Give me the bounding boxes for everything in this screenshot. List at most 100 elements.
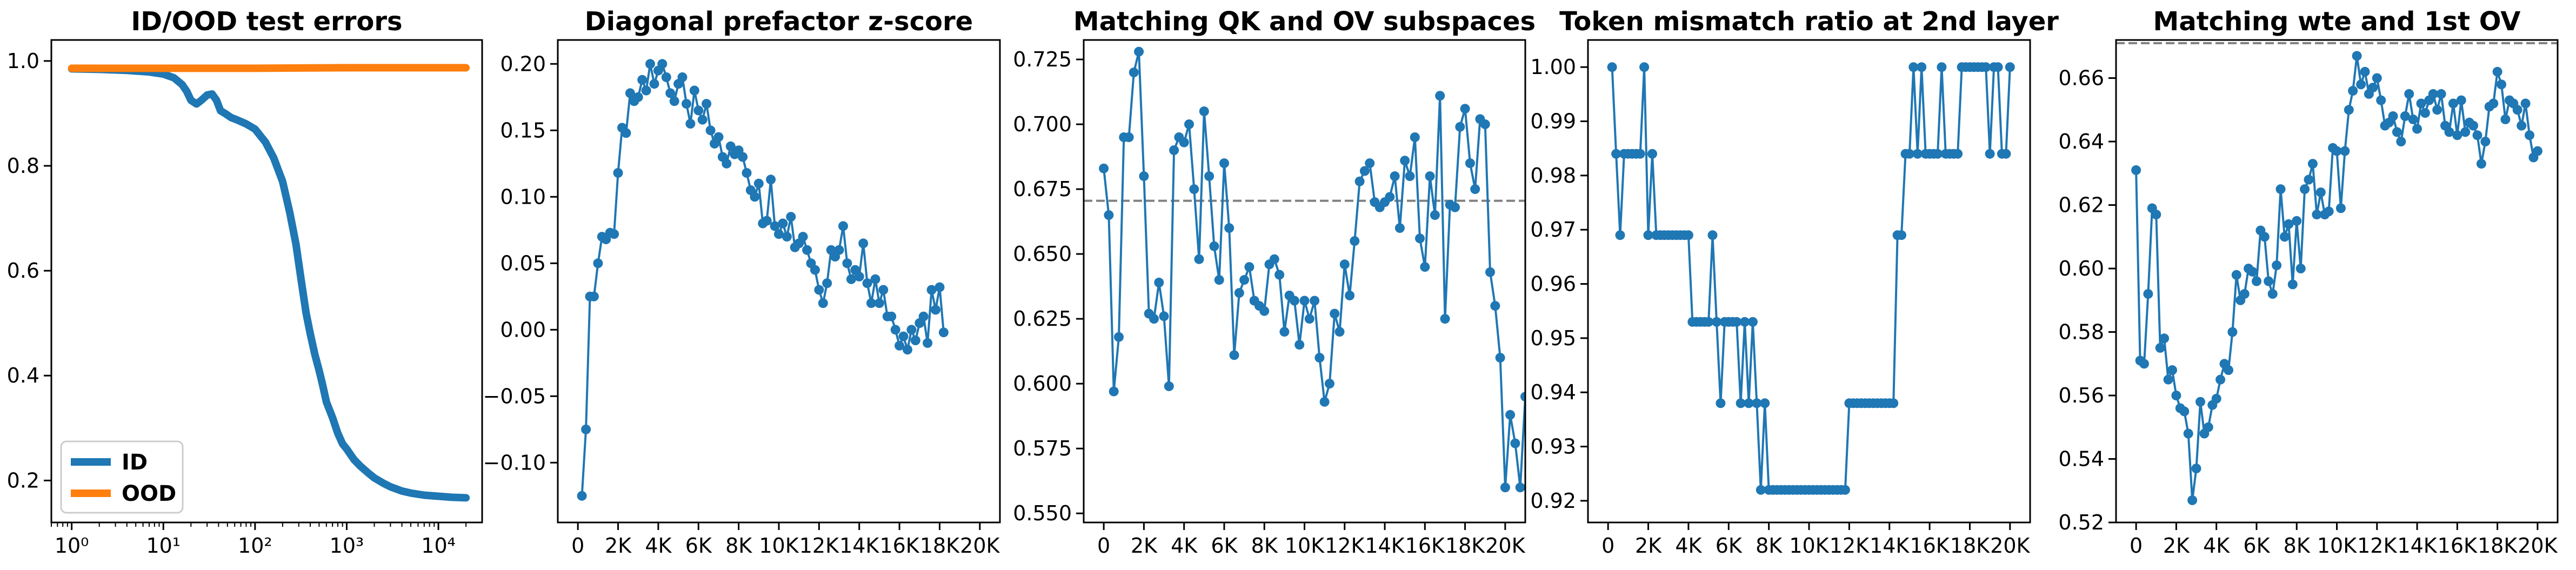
data-point [2480,137,2491,146]
data-point [1330,309,1340,319]
data-point [935,282,945,292]
x-tick-label: 0 [1097,534,1110,558]
data-point [2227,327,2238,337]
x-tick-label: 8K [2284,534,2311,558]
data-point [1495,353,1505,363]
data-point [786,212,796,222]
data-point [2344,105,2354,115]
data-point [818,298,828,309]
y-tick-label: 0.56 [2058,384,2104,407]
data-point [657,59,668,69]
data-point [689,85,699,96]
data-point [1888,398,1899,408]
y-tick-label: 0.550 [1013,501,1072,525]
data-point [1310,296,1320,306]
data-point [1229,350,1239,360]
data-point [1214,275,1224,285]
plot-area [577,59,949,501]
data-point [1908,62,1919,72]
data-point [1460,104,1470,114]
data-point [2307,159,2318,169]
data-point [1607,62,1617,72]
data-point [1239,275,1250,285]
data-point [2239,289,2250,299]
axes-frame [1083,39,1526,524]
data-point [1184,119,1194,129]
series-line-0 [2135,55,2539,501]
x-tick-label: 2K [2163,534,2190,558]
data-point [1169,145,1179,155]
data-point [1704,317,1714,327]
data-point [1149,314,1159,324]
data-point [2388,111,2398,121]
subplot-diagonal-prefactor-zscore: Diagonal prefactor z-score 0 2K 4K 6K 8K 10K 12… [483,6,1001,558]
data-point [874,298,884,309]
y-tick-label: 0.4 [7,364,39,387]
data-point [1712,317,1721,327]
data-point [2448,98,2458,109]
data-point [2131,165,2141,175]
y-tick-label: 0.92 [1530,489,1576,513]
y-tick-label: 0.725 [1013,48,1072,71]
y-tick-label: 1.00 [1530,55,1576,79]
data-point [2272,260,2282,271]
x-tick-label: 16K [2438,534,2478,558]
data-point [1639,62,1650,72]
data-point [2372,73,2382,83]
data-point [693,105,704,116]
chart-title: Diagonal prefactor z-score [585,6,973,37]
data-point [1904,149,1914,159]
data-point [2432,105,2442,115]
data-point [2139,359,2149,369]
y-tick-label: 0.6 [7,259,39,283]
data-point [1760,398,1770,408]
data-point [1985,149,1995,159]
data-point [2211,393,2221,404]
x-tick-label: 2K [1131,534,1158,558]
data-point [2512,105,2522,115]
data-point [1294,340,1305,350]
data-point [2155,343,2165,353]
data-point [1189,184,1199,195]
data-point [2456,95,2466,105]
x-tick-label: 20K [960,534,1000,558]
data-point [1159,311,1169,321]
chart-title: Matching wte and 1st OV [2153,6,2521,37]
data-point [742,168,752,178]
data-point [2356,79,2366,90]
data-point [1354,176,1365,186]
data-point [641,85,651,96]
data-point [1897,230,1906,240]
data-point [1350,236,1360,246]
data-point [2436,89,2446,99]
data-point [1139,171,1149,182]
y-tick-label: 0.05 [500,251,546,275]
data-point [2497,79,2506,90]
x-tick-label: 8K [1756,534,1783,558]
data-point [1415,233,1425,244]
data-point [2284,219,2294,229]
data-point [2525,130,2534,140]
data-point [2500,114,2511,124]
data-point [1736,398,1746,408]
data-point [2264,276,2274,286]
data-point [1114,332,1124,342]
subplot-matching-wte-1st-ov: Matching wte and 1st OV 0 2K 4K 6K 8K 10K 12K 14… [2058,6,2559,558]
x-tick-label: 18K [2478,534,2518,558]
x-tick-label: 10⁴ [421,534,456,558]
axes-frame [2115,39,2559,524]
data-point [2267,289,2278,299]
data-point [589,291,599,301]
data-point [2492,66,2502,77]
y-tick-label: 0.675 [1013,177,1072,201]
data-point [2143,289,2153,299]
data-point [1319,397,1330,407]
legend: ID OOD [60,440,184,514]
data-point [2408,114,2418,124]
data-point [2171,391,2181,400]
data-point [910,336,920,345]
y-tick-label: 0.2 [7,468,39,492]
data-point [609,229,619,239]
x-tick-label: 20K [1485,534,1525,558]
data-point [1981,62,1991,72]
